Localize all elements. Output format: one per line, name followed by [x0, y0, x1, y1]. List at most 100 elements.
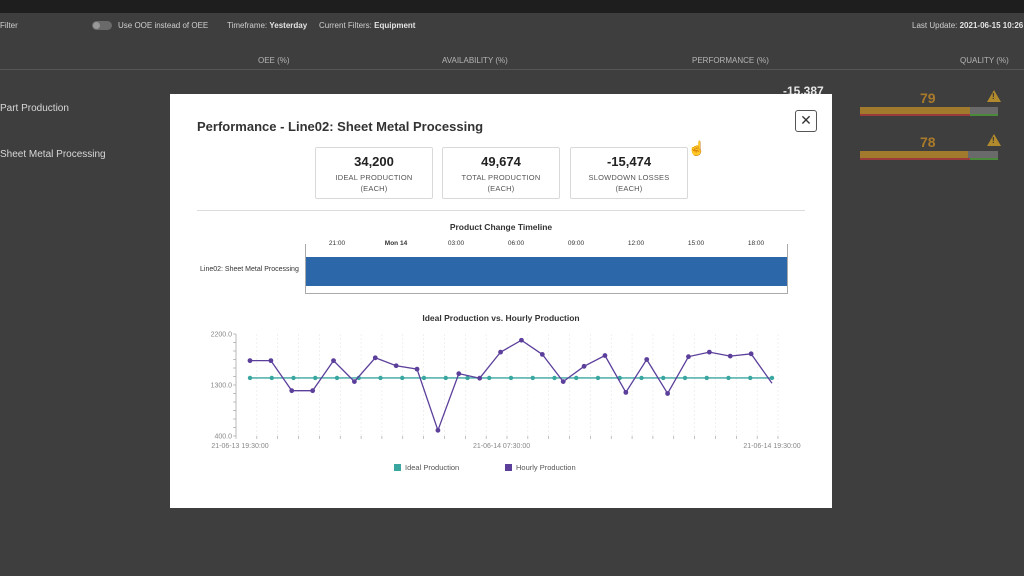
- row-label-part-production[interactable]: Part Production: [0, 103, 69, 114]
- hourly-point: [519, 337, 524, 343]
- ideal-point: [334, 375, 340, 381]
- ideal-point: [508, 375, 514, 381]
- ideal-point: [269, 375, 274, 381]
- timeline-product-bar[interactable]: [306, 257, 787, 286]
- timeline-row-label: Line02: Sheet Metal Processing: [200, 266, 299, 273]
- hourly-point: [289, 388, 295, 394]
- ideal-point: [400, 375, 405, 381]
- timeline-tick: 03:00: [447, 240, 465, 247]
- x-tick-label: 21-06-14 07:30:00: [473, 443, 530, 450]
- kpi-value: 49,674: [481, 154, 521, 169]
- kpi-value: 34,200: [354, 154, 394, 169]
- hourly-point: [581, 363, 587, 369]
- x-tick-label: 21-06-13 19:30:00: [211, 443, 268, 450]
- filter-label[interactable]: Filter: [0, 21, 18, 30]
- x-tick-label: 21-06-14 19:30:00: [743, 443, 800, 450]
- ideal-point: [552, 375, 557, 381]
- hourly-point: [623, 389, 629, 395]
- hourly-point: [498, 349, 503, 355]
- timeline-tick: 21:00: [328, 240, 346, 247]
- ideal-point: [661, 375, 666, 381]
- close-button[interactable]: ✕: [795, 110, 817, 132]
- line-chart: 2200.0 1300.0 400.0 21-06-13 19:30:00 21-06-…: [211, 332, 801, 451]
- ideal-point: [247, 375, 253, 381]
- kpi-label: IDEAL PRODUCTION: [335, 173, 413, 182]
- legend-label: Ideal Production: [405, 463, 460, 472]
- ideal-point: [639, 375, 644, 381]
- kpi-unit: (EACH): [360, 184, 388, 193]
- quality-bar: [860, 107, 998, 116]
- hourly-point: [331, 358, 336, 364]
- hand-cursor-icon: ☝: [688, 140, 706, 156]
- ideal-point: [574, 375, 579, 381]
- filter-bar: Filter Use OOE instead of OEE Timeframe:…: [0, 13, 1024, 37]
- timeframe-value[interactable]: Yesterday: [269, 21, 308, 30]
- hourly-point: [247, 358, 253, 364]
- hourly-point: [352, 379, 357, 384]
- timeline-tick: 18:00: [747, 240, 765, 247]
- col-quality[interactable]: QUALITY (%): [960, 56, 1009, 65]
- ooe-toggle[interactable]: [92, 21, 112, 30]
- line-chart-title: Ideal Production vs. Hourly Production: [422, 313, 580, 323]
- kpi-value: -15,474: [606, 154, 652, 169]
- hourly-point: [372, 355, 378, 361]
- last-update-label: Last Update:: [912, 21, 958, 30]
- col-availability[interactable]: AVAILABILITY (%): [442, 56, 508, 65]
- ideal-point: [465, 375, 470, 381]
- timeline-tick: 12:00: [627, 240, 645, 247]
- kpi-ideal-production: 34,200 IDEAL PRODUCTION (EACH): [315, 147, 433, 199]
- ideal-point: [356, 375, 361, 381]
- legend-hourly-production[interactable]: Hourly Production: [505, 463, 576, 472]
- ideal-point: [443, 375, 448, 381]
- ideal-point: [595, 375, 601, 381]
- quality-bar: [860, 151, 998, 160]
- ideal-point: [487, 375, 492, 381]
- current-filters-label: Current Filters:: [319, 21, 372, 30]
- hourly-point: [435, 427, 441, 433]
- timeline-tick: 09:00: [567, 240, 585, 247]
- timeline-axis: [305, 244, 788, 294]
- hourly-line: [250, 339, 773, 433]
- column-headers: OEE (%) AVAILABILITY (%) PERFORMANCE (%)…: [0, 50, 1024, 70]
- kpi-label: TOTAL PRODUCTION: [461, 173, 541, 182]
- quality-cell-sheet-metal[interactable]: 78: [860, 134, 1001, 162]
- window-top-strip: [0, 0, 1024, 13]
- hourly-point: [686, 354, 691, 360]
- ideal-point: [704, 375, 709, 381]
- hourly-point: [560, 379, 566, 384]
- hourly-point: [268, 358, 274, 364]
- kpi-label: SLOWDOWN LOSSES: [588, 173, 670, 182]
- legend-ideal-production[interactable]: Ideal Production: [394, 463, 459, 472]
- timeframe-label: Timeframe:: [227, 21, 268, 30]
- ideal-point: [748, 375, 753, 381]
- legend-label: Hourly Production: [516, 463, 576, 472]
- legend-swatch: [394, 464, 401, 471]
- hourly-point: [539, 352, 545, 357]
- ideal-point: [378, 375, 383, 381]
- ideal-point: [313, 375, 318, 381]
- hourly-point: [665, 391, 670, 396]
- hourly-point: [477, 375, 483, 381]
- kpi-slowdown-losses: -15,474 SLOWDOWN LOSSES (EACH): [570, 147, 688, 199]
- timeline-title: Product Change Timeline: [449, 222, 553, 232]
- col-oee[interactable]: OEE (%): [258, 56, 290, 65]
- last-update-value: 2021-06-15 10:26: [959, 21, 1024, 30]
- kpi-unit: (EACH): [487, 184, 515, 193]
- hourly-point: [393, 363, 399, 369]
- timeline-tick: Mon 14: [384, 240, 408, 247]
- current-filters-value[interactable]: Equipment: [374, 21, 416, 30]
- timeline-tick: 15:00: [687, 240, 705, 247]
- col-performance[interactable]: PERFORMANCE (%): [692, 56, 769, 65]
- row-label-sheet-metal[interactable]: Sheet Metal Processing: [0, 149, 106, 160]
- kpi-unit: (EACH): [615, 184, 643, 193]
- legend-swatch: [505, 464, 512, 471]
- ideal-point: [421, 375, 427, 381]
- ideal-point: [530, 375, 535, 381]
- ideal-point: [682, 375, 688, 381]
- hourly-point: [706, 349, 712, 355]
- ideal-point: [291, 375, 296, 381]
- kpi-total-production: 49,674 TOTAL PRODUCTION (EACH): [442, 147, 560, 199]
- quality-value: 78: [920, 134, 936, 150]
- hourly-point: [727, 353, 733, 359]
- quality-cell-part-production[interactable]: 79: [860, 90, 1001, 118]
